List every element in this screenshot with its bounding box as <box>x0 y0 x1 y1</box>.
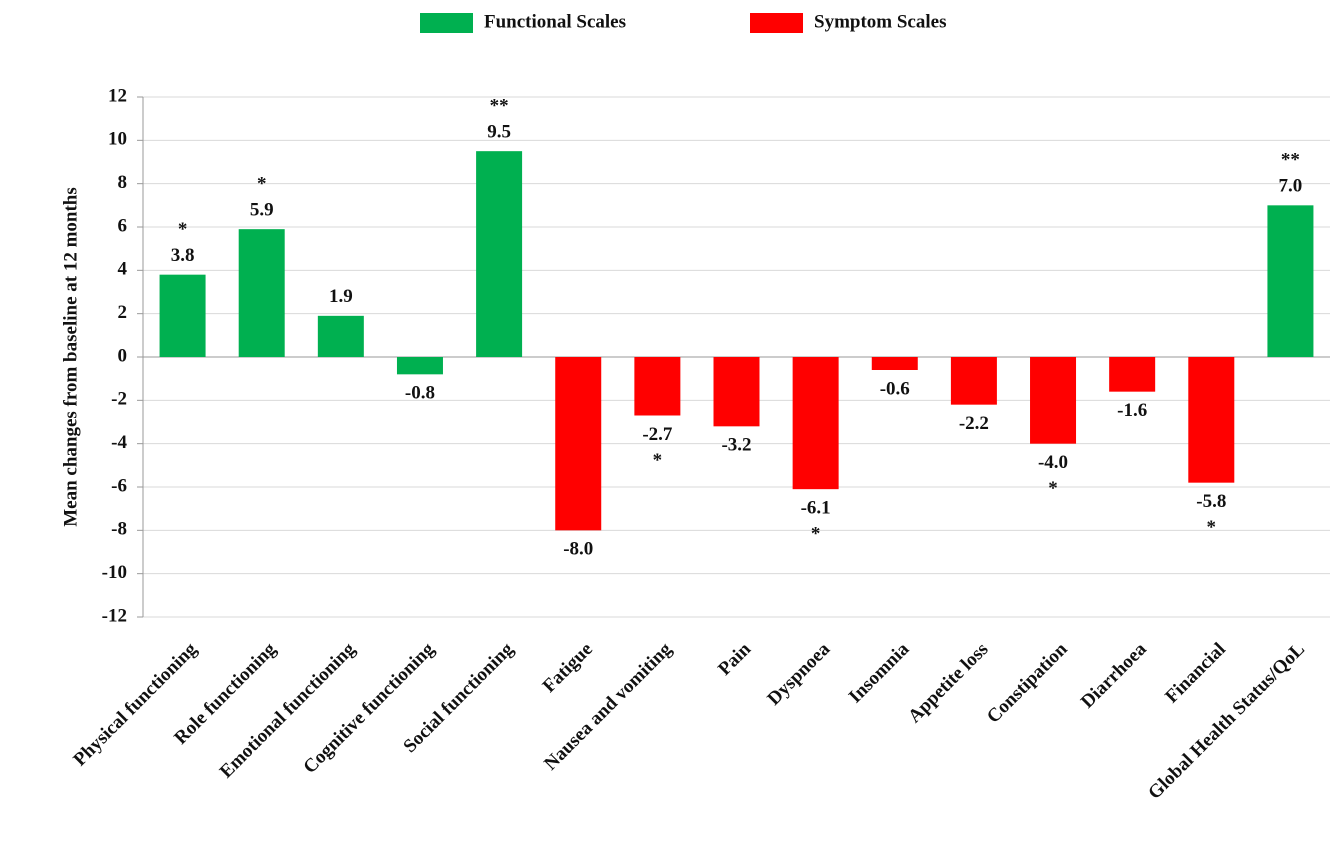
bar <box>396 357 443 375</box>
value-label: 5.9 <box>250 200 274 221</box>
x-tick-label: Diarrhoea <box>1077 638 1151 712</box>
bar <box>238 229 285 357</box>
value-label: -0.6 <box>880 378 910 399</box>
bar <box>476 151 523 357</box>
y-tick-label: -10 <box>102 562 127 583</box>
value-label: -2.2 <box>959 413 989 434</box>
y-tick-label: 4 <box>118 259 128 280</box>
bar <box>1030 357 1077 444</box>
value-label: 7.0 <box>1279 176 1303 197</box>
y-tick-label: -2 <box>111 389 127 410</box>
bar <box>159 274 206 357</box>
bar <box>792 357 839 490</box>
y-tick-label: 12 <box>108 85 127 106</box>
legend-label: Functional Scales <box>484 11 626 32</box>
legend-label: Symptom Scales <box>814 11 946 32</box>
significance-mark: ** <box>490 96 509 117</box>
value-label: -1.6 <box>1117 400 1147 421</box>
y-tick-label: 0 <box>118 345 128 366</box>
value-label: -4.0 <box>1038 452 1068 473</box>
value-label: 9.5 <box>487 122 511 143</box>
y-tick-label: 8 <box>118 172 128 193</box>
x-tick-label: Appetite loss <box>904 639 992 727</box>
y-tick-label: -6 <box>111 475 127 496</box>
y-tick-label: 10 <box>108 129 127 150</box>
y-axis-label: Mean changes from baseline at 12 months <box>60 187 81 527</box>
x-tick-label: Global Health Status/QoL <box>1144 639 1309 804</box>
value-label: -0.8 <box>405 383 435 404</box>
x-tick-label: Financial <box>1161 639 1230 708</box>
bar <box>1188 357 1235 483</box>
significance-mark: * <box>257 174 267 195</box>
bar <box>713 357 760 427</box>
x-tick-label: Pain <box>714 638 755 679</box>
x-tick-label: Fatigue <box>539 639 597 697</box>
y-tick-label: -4 <box>111 432 127 453</box>
x-tick-label: Constipation <box>983 638 1072 727</box>
legend-swatch <box>750 13 803 33</box>
value-label: 1.9 <box>329 286 353 307</box>
x-tick-label: Insomnia <box>845 638 914 707</box>
x-tick-label: Emotional functioning <box>216 638 360 782</box>
bar <box>950 357 997 405</box>
x-tick-label: Dyspnoea <box>763 638 834 709</box>
value-label: -5.8 <box>1196 491 1226 512</box>
value-label: -2.7 <box>642 424 673 445</box>
y-tick-label: 2 <box>118 302 128 323</box>
value-label: -8.0 <box>563 539 593 560</box>
x-tick-label: Physical functioning <box>69 638 201 770</box>
bar <box>634 357 681 416</box>
bar <box>871 357 918 370</box>
significance-mark: * <box>178 219 188 240</box>
y-tick-label: 6 <box>118 215 128 236</box>
bar <box>1109 357 1156 392</box>
bar <box>1267 205 1314 357</box>
legend-swatch <box>420 13 473 33</box>
y-tick-label: -8 <box>111 519 127 540</box>
bar <box>317 315 364 357</box>
significance-mark: * <box>1207 517 1217 538</box>
bar <box>555 357 602 531</box>
x-tick-label: Cognitive functioning <box>299 638 438 777</box>
value-label: -6.1 <box>801 498 831 519</box>
value-label: -3.2 <box>721 435 751 456</box>
significance-mark: * <box>811 524 821 545</box>
value-label: 3.8 <box>171 245 195 266</box>
significance-mark: * <box>1048 478 1058 499</box>
significance-mark: * <box>653 450 663 471</box>
y-tick-label: -12 <box>102 605 127 626</box>
significance-mark: ** <box>1281 150 1300 171</box>
